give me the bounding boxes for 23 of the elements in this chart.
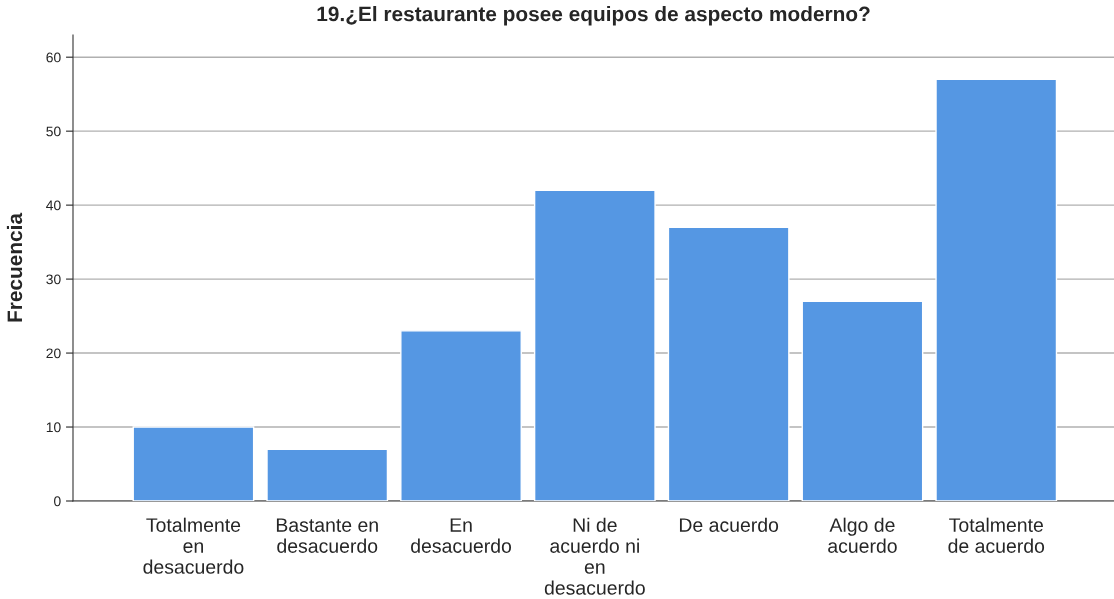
bar	[266, 448, 389, 501]
y-tick-label: 0	[54, 496, 61, 507]
y-tick-label: 40	[46, 200, 61, 211]
bar	[132, 426, 255, 501]
x-tick-label: Bastante en desacuerdo	[276, 518, 378, 553]
chart-title: 19.¿El restaurante posee equipos de aspecto moderno?	[317, 6, 870, 26]
bar	[400, 330, 522, 501]
y-axis-title: Frecuencia	[6, 212, 23, 322]
y-tick-label: 20	[46, 348, 61, 359]
y-tick-label: 60	[46, 52, 61, 63]
y-tick-label: 10	[46, 422, 61, 433]
x-tick-label: En desacuerdo	[411, 518, 512, 553]
x-tick-label: Totalmente en desacuerdo	[143, 517, 244, 574]
x-tick-label: Ni de acuerdo ni en desacuerdo	[544, 517, 645, 595]
bar	[533, 189, 656, 501]
x-tick-label: Algo de acuerdo	[828, 517, 897, 553]
y-tick-label: 50	[46, 126, 61, 137]
bar	[935, 78, 1058, 501]
bar	[667, 226, 790, 501]
bar	[801, 300, 924, 501]
x-tick-label: Totalmente de acuerdo	[948, 517, 1045, 553]
x-tick-label: De acuerdo	[679, 517, 779, 532]
y-tick-label: 30	[46, 274, 61, 285]
